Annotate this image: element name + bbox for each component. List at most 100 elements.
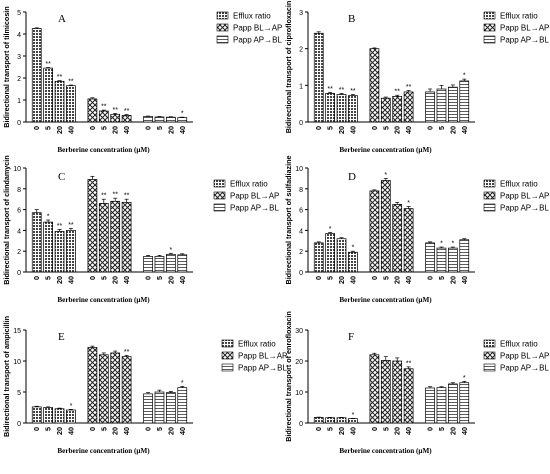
y-tick-label: 2: [17, 76, 21, 83]
significance-mark: **: [350, 88, 356, 95]
legend-label: Papp AP→BL: [500, 364, 549, 373]
bar: [313, 417, 324, 424]
x-tick-label: 0: [426, 427, 435, 431]
bar: [87, 179, 98, 273]
legend-swatch: [221, 339, 234, 348]
legend-swatch: [213, 191, 226, 200]
legend-label: Efflux ratio: [238, 340, 276, 349]
x-tick-label: 20: [55, 427, 64, 435]
y-tick-label: 0: [17, 120, 21, 127]
legend-swatch: [483, 23, 496, 32]
y-tick-label: 15: [13, 328, 21, 335]
significance-mark: **: [45, 61, 51, 68]
significance-mark: **: [101, 104, 107, 111]
x-tick-label: 40: [460, 276, 469, 284]
y-axis-label: Bidirectional transport of tilmicosin: [2, 6, 11, 127]
y-tick-label: 10: [295, 390, 303, 397]
y-tick-label: 3: [299, 10, 303, 17]
bar: [43, 221, 53, 273]
x-tick-label: 40: [122, 126, 131, 134]
x-tick-label: 40: [178, 126, 187, 134]
panel-letter: B: [348, 13, 355, 25]
y-tick-label: 4: [299, 228, 303, 235]
significance-mark: **: [406, 360, 412, 367]
x-tick-label: 20: [111, 126, 120, 134]
bar: [403, 91, 414, 123]
x-tick-label: 0: [88, 126, 97, 130]
y-tick-label: 2: [17, 249, 21, 256]
significance-mark: *: [463, 375, 466, 382]
bar: [325, 233, 335, 273]
y-tick-label: 6: [299, 208, 303, 215]
legend-label: Papp AP→BL: [500, 36, 549, 45]
bar: [66, 230, 76, 273]
x-tick-label: 5: [44, 126, 53, 130]
x-axis-label: Berberine concentration (μM): [57, 296, 150, 304]
panel-letter: D: [348, 171, 356, 183]
x-tick-label: 5: [326, 427, 335, 431]
significance-mark: *: [329, 226, 332, 233]
bar: [54, 408, 65, 424]
legend-swatch: [213, 179, 226, 188]
x-tick-label: 40: [460, 126, 469, 134]
bar: [54, 80, 65, 123]
bar: [392, 95, 403, 123]
panel-letter: C: [58, 171, 65, 183]
y-tick-label: 10: [295, 166, 303, 173]
x-axis-label: Berberine concentration (μM): [339, 146, 432, 154]
x-tick-label: 20: [55, 126, 64, 134]
bar: [348, 251, 358, 273]
bar: [143, 256, 153, 273]
y-tick-label: 1: [17, 98, 21, 105]
x-tick-label: 5: [155, 276, 164, 280]
significance-mark: **: [68, 222, 74, 229]
significance-mark: **: [68, 79, 74, 86]
significance-mark: **: [339, 87, 345, 94]
significance-mark: *: [451, 241, 454, 248]
x-tick-label: 20: [448, 126, 457, 134]
x-tick-label: 40: [348, 126, 357, 134]
y-tick-label: 20: [295, 359, 303, 366]
legend-label: Efflux ratio: [233, 12, 271, 21]
x-tick-label: 40: [348, 427, 357, 435]
x-tick-label: 20: [448, 276, 457, 284]
x-tick-label: 5: [381, 126, 390, 130]
y-tick-label: 4: [17, 32, 21, 39]
x-tick-label: 5: [437, 126, 446, 130]
x-tick-label: 0: [314, 126, 323, 130]
bar: [110, 113, 121, 123]
bar: [66, 409, 76, 424]
legend-swatch: [483, 11, 496, 20]
bar: [166, 392, 176, 424]
x-tick-label: 0: [88, 427, 97, 431]
legend-swatch: [221, 363, 234, 372]
bar: [436, 88, 447, 123]
bar: [98, 354, 109, 424]
significance-mark: **: [406, 84, 412, 91]
significance-mark: *: [407, 200, 410, 207]
significance-mark: **: [112, 107, 118, 114]
bar: [380, 360, 391, 424]
x-tick-label: 5: [326, 126, 335, 130]
legend-label: Papp AP→BL: [500, 204, 549, 213]
legend-swatch: [216, 23, 229, 32]
x-tick-label: 5: [155, 126, 164, 130]
y-tick-label: 0: [299, 120, 303, 127]
x-tick-label: 20: [111, 427, 120, 435]
significance-mark: *: [181, 380, 184, 387]
bar: [121, 356, 132, 424]
bar: [166, 253, 176, 273]
x-tick-label: 20: [393, 276, 402, 284]
bar: [166, 116, 176, 123]
y-axis-label: Bidirectional transport of enrofloxacin: [284, 311, 293, 442]
legend-swatch: [221, 351, 234, 360]
x-tick-label: 0: [32, 276, 41, 280]
y-tick-label: 10: [13, 166, 21, 173]
legend-label: Papp BL→AP: [500, 192, 549, 201]
panel-letter: F: [348, 331, 354, 343]
bar: [380, 97, 391, 123]
x-tick-label: 40: [404, 276, 413, 284]
significance-mark: **: [124, 108, 130, 115]
